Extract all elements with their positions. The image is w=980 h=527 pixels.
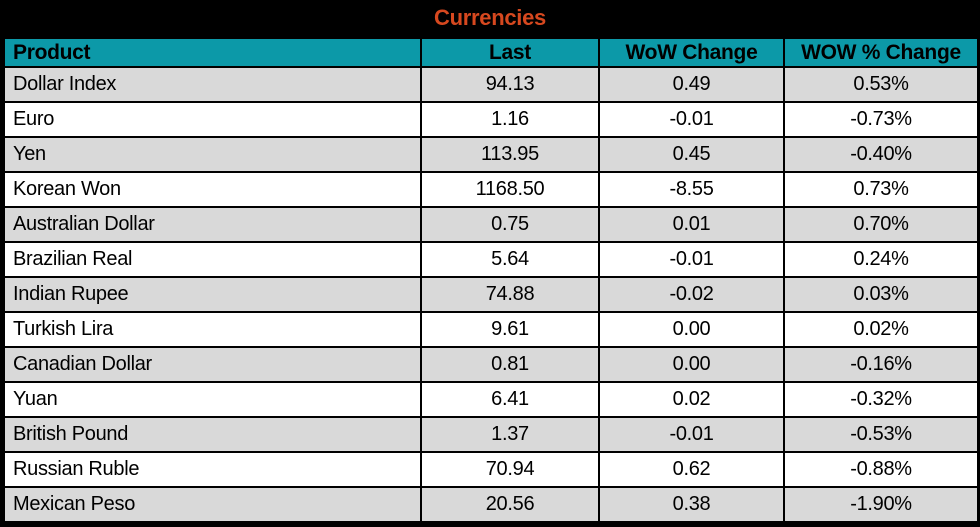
wow-pct-change-cell: 0.70% bbox=[783, 206, 979, 243]
column-header-product: Product bbox=[3, 37, 422, 68]
wow-pct-change-cell: 0.73% bbox=[783, 171, 979, 208]
table-row: Yuan 6.41 0.02 -0.32% bbox=[3, 381, 979, 418]
table-body: Dollar Index 94.13 0.49 0.53% Euro 1.16 -0.01-… bbox=[3, 66, 979, 523]
product-cell: Indian Rupee bbox=[3, 276, 422, 313]
product-cell: Canadian Dollar bbox=[3, 346, 422, 383]
table-row: Australian Dollar 0.75 0.01 0.70% bbox=[3, 206, 979, 243]
product-cell: Australian Dollar bbox=[3, 206, 422, 243]
wow-pct-change-cell: -0.32% bbox=[783, 381, 979, 418]
wow-change-cell: 0.45 bbox=[598, 136, 785, 173]
wow-pct-change-cell: 0.02% bbox=[783, 311, 979, 348]
wow-change-cell: -0.01 bbox=[598, 416, 785, 453]
last-cell: 1168.50 bbox=[420, 171, 600, 208]
wow-pct-change-cell: 0.03% bbox=[783, 276, 979, 313]
table-row: Euro 1.16 -0.01 -0.73% bbox=[3, 101, 979, 138]
table-row: Indian Rupee 74.88 -0.02 0.03% bbox=[3, 276, 979, 313]
wow-pct-change-cell: -0.73% bbox=[783, 101, 979, 138]
last-cell: 74.88 bbox=[420, 276, 600, 313]
table-row: Yen 113.95 0.45 -0.40% bbox=[3, 136, 979, 173]
column-header-last: Last bbox=[420, 37, 600, 68]
product-cell: Euro bbox=[3, 101, 422, 138]
table-row: Dollar Index 94.13 0.49 0.53% bbox=[3, 66, 979, 103]
wow-change-cell: 0.38 bbox=[598, 486, 785, 523]
wow-pct-change-cell: -0.40% bbox=[783, 136, 979, 173]
wow-change-cell: -0.01 bbox=[598, 241, 785, 278]
wow-pct-change-cell: 0.24% bbox=[783, 241, 979, 278]
product-cell: British Pound bbox=[3, 416, 422, 453]
wow-change-cell: 0.00 bbox=[598, 346, 785, 383]
last-cell: 70.94 bbox=[420, 451, 600, 488]
product-cell: Yuan bbox=[3, 381, 422, 418]
currencies-table: Product Last WoW Change WOW % Change Dol… bbox=[3, 37, 979, 523]
wow-change-cell: -0.01 bbox=[598, 101, 785, 138]
last-cell: 1.16 bbox=[420, 101, 600, 138]
table-row: Canadian Dollar 0.81 0.00 -0.16% bbox=[3, 346, 979, 383]
product-cell: Russian Ruble bbox=[3, 451, 422, 488]
column-header-wow-change: WoW Change bbox=[598, 37, 785, 68]
last-cell: 113.95 bbox=[420, 136, 600, 173]
wow-change-cell: 0.00 bbox=[598, 311, 785, 348]
last-cell: 20.56 bbox=[420, 486, 600, 523]
wow-change-cell: 0.62 bbox=[598, 451, 785, 488]
table-row: Turkish Lira 9.61 0.00 0.02% bbox=[3, 311, 979, 348]
table-row: Russian Ruble 70.94 0.62 -0.88% bbox=[3, 451, 979, 488]
wow-change-cell: 0.02 bbox=[598, 381, 785, 418]
product-cell: Dollar Index bbox=[3, 66, 422, 103]
page-title: Currencies bbox=[3, 0, 977, 37]
table-row: Korean Won 1168.50 -8.55 0.73% bbox=[3, 171, 979, 208]
table-row: Brazilian Real 5.64 -0.01 0.24% bbox=[3, 241, 979, 278]
wow-pct-change-cell: 0.53% bbox=[783, 66, 979, 103]
product-cell: Korean Won bbox=[3, 171, 422, 208]
wow-pct-change-cell: -1.90% bbox=[783, 486, 979, 523]
wow-pct-change-cell: -0.88% bbox=[783, 451, 979, 488]
last-cell: 5.64 bbox=[420, 241, 600, 278]
product-cell: Yen bbox=[3, 136, 422, 173]
table-row: British Pound 1.37 -0.01 -0.53% bbox=[3, 416, 979, 453]
product-cell: Brazilian Real bbox=[3, 241, 422, 278]
last-cell: 0.81 bbox=[420, 346, 600, 383]
last-cell: 6.41 bbox=[420, 381, 600, 418]
column-header-wow-pct-change: WOW % Change bbox=[783, 37, 979, 68]
last-cell: 9.61 bbox=[420, 311, 600, 348]
wow-change-cell: 0.01 bbox=[598, 206, 785, 243]
last-cell: 1.37 bbox=[420, 416, 600, 453]
header-row: Product Last WoW Change WOW % Change bbox=[3, 37, 979, 68]
wow-change-cell: -0.02 bbox=[598, 276, 785, 313]
product-cell: Mexican Peso bbox=[3, 486, 422, 523]
wow-change-cell: 0.49 bbox=[598, 66, 785, 103]
product-cell: Turkish Lira bbox=[3, 311, 422, 348]
wow-pct-change-cell: -0.53% bbox=[783, 416, 979, 453]
last-cell: 0.75 bbox=[420, 206, 600, 243]
table-row: Mexican Peso 20.56 0.38 -1.90% bbox=[3, 486, 979, 523]
wow-pct-change-cell: -0.16% bbox=[783, 346, 979, 383]
wow-change-cell: -8.55 bbox=[598, 171, 785, 208]
last-cell: 94.13 bbox=[420, 66, 600, 103]
